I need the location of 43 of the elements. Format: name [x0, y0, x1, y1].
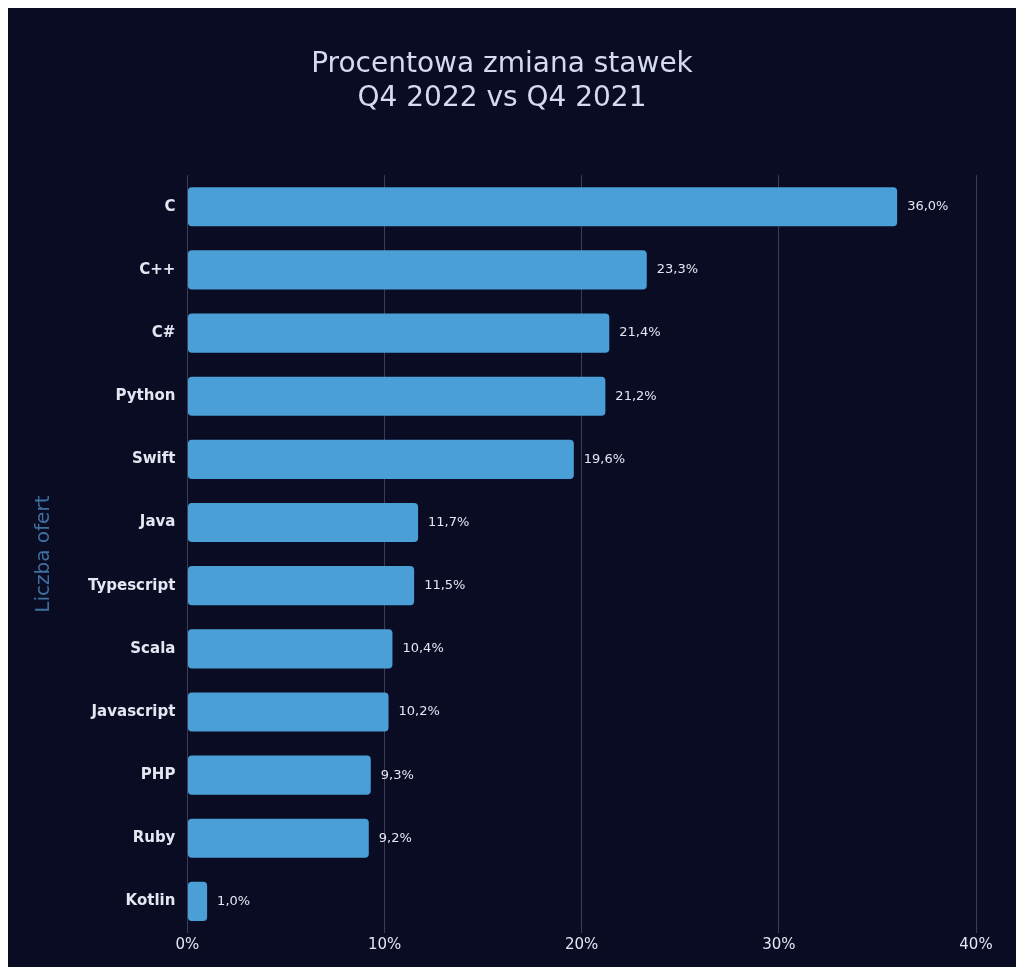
y-axis-title: Liczba ofert	[30, 495, 55, 613]
bar	[187, 502, 419, 543]
y-tick-label: PHP	[140, 765, 176, 784]
y-tick-label: C	[164, 196, 176, 215]
data-label: 21,2%	[615, 387, 657, 403]
y-tick-label: Javascript	[90, 701, 176, 720]
y-tick-label: Typescript	[87, 575, 176, 594]
x-tick-label: 30%	[762, 934, 796, 953]
y-tick-label: Python	[115, 386, 176, 405]
y-tick-label: C#	[151, 322, 176, 341]
bar	[187, 881, 208, 921]
bar	[187, 818, 369, 858]
y-tick-label: Scala	[130, 638, 176, 657]
data-label: 19,6%	[583, 450, 626, 466]
data-label: 9,2%	[378, 829, 412, 845]
chart-title: Procentowa zmiana stawek Q4 2022 vs Q4 2021	[311, 46, 694, 113]
bar	[187, 629, 393, 669]
bar	[187, 755, 371, 795]
y-tick-label: Ruby	[132, 828, 176, 847]
bar	[187, 250, 647, 290]
data-label: 11,7%	[428, 513, 470, 529]
bar	[187, 376, 606, 416]
bar	[187, 313, 610, 353]
bar	[187, 566, 415, 606]
y-tick-label: Kotlin	[125, 891, 176, 910]
data-label: 10,2%	[398, 703, 440, 719]
x-tick-label: 10%	[367, 934, 402, 953]
data-label: 11,5%	[424, 577, 466, 593]
data-label: 21,4%	[619, 324, 661, 340]
x-tick-label: 40%	[959, 934, 993, 953]
data-label: 1,0%	[217, 892, 251, 908]
data-label: 36,0%	[907, 198, 949, 214]
data-label: 9,3%	[380, 766, 414, 782]
y-tick-label: C++	[139, 259, 176, 278]
bar	[187, 692, 389, 732]
x-tick-label: 20%	[565, 934, 599, 953]
bar	[187, 439, 574, 479]
y-tick-label: Java	[138, 512, 176, 531]
data-label: 10,4%	[402, 640, 444, 656]
bar	[187, 187, 898, 227]
y-tick-label: Swift	[131, 449, 176, 468]
data-label: 23,3%	[656, 261, 699, 277]
x-tick-label: 0%	[175, 934, 200, 953]
